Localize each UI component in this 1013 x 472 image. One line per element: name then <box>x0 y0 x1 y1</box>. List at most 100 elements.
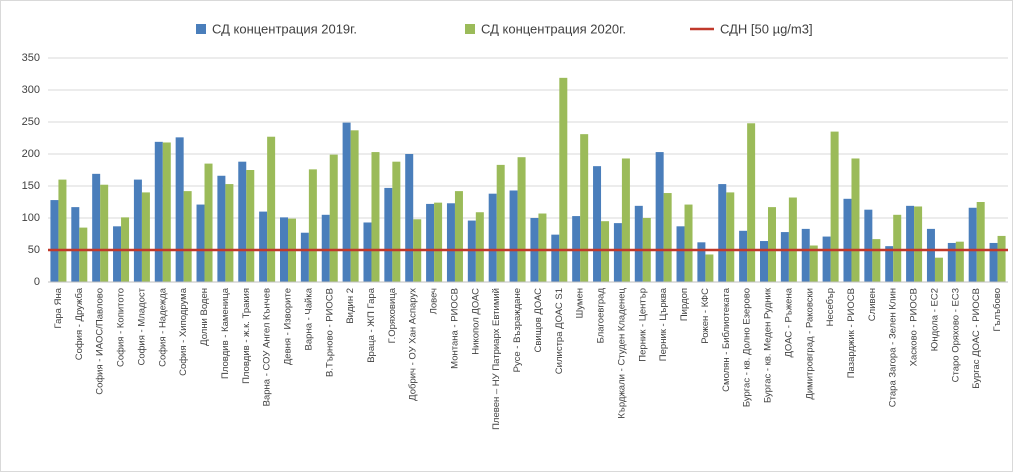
x-tick-label: Старо Оряхово - ЕС3 <box>950 288 961 382</box>
x-tick-label: София - Дружба <box>74 287 85 360</box>
bar <box>676 226 685 282</box>
x-tick-label: Монтана - РИОСВ <box>449 288 460 369</box>
bar <box>58 179 67 282</box>
x-tick-label: Бургас - кв. Меден Рудник <box>763 287 774 403</box>
x-tick-label: Пловдив - ж.к. Тракия <box>241 288 252 384</box>
x-tick-label: Силистра ДОАС S1 <box>554 288 565 374</box>
bar <box>384 187 393 282</box>
x-tick-label: София - Копитото <box>116 288 127 367</box>
bar <box>851 158 860 282</box>
bar <box>580 134 589 282</box>
x-tick-label: Пловдив - Каменица <box>220 287 231 379</box>
bar <box>100 184 109 282</box>
x-tick-label: Свищов ДОАС <box>533 288 544 353</box>
bar <box>342 122 351 282</box>
x-tick-label: София - Младост <box>136 287 147 365</box>
bar <box>872 239 881 282</box>
legend-label: СДН [50 µg/m3] <box>720 21 813 36</box>
bar <box>196 204 205 282</box>
x-tick-label: Девня - Изворите <box>283 288 294 365</box>
x-tick-label: Кърджали - Студен Кладенец <box>616 287 627 418</box>
bar <box>405 154 414 282</box>
bar <box>217 175 226 282</box>
bar <box>259 211 268 282</box>
bar <box>446 203 455 282</box>
x-tick-label: Стара Загора - Зелен Клин <box>888 288 899 407</box>
bar <box>133 179 142 282</box>
bar <box>893 214 902 282</box>
bar <box>655 152 664 282</box>
x-tick-label: Бургас ДОАС - РИОСВ <box>971 288 982 389</box>
y-tick-label: 0 <box>34 276 40 288</box>
bar <box>509 190 518 282</box>
x-tick-label: Хасково - РИОСВ <box>909 288 920 366</box>
bar <box>739 230 748 282</box>
bar <box>467 220 476 282</box>
x-tick-label: Димитровград - Раковски <box>804 288 815 400</box>
bar <box>955 241 964 282</box>
bar <box>300 232 309 282</box>
bar <box>830 131 839 282</box>
x-tick-label: Несебър <box>825 288 836 326</box>
bar <box>50 200 59 282</box>
y-tick-label: 250 <box>22 116 40 128</box>
bar <box>906 205 915 282</box>
bar <box>989 242 998 282</box>
y-tick-label: 200 <box>22 148 40 160</box>
bar <box>968 207 977 282</box>
x-tick-label: Пирдоп <box>679 288 690 321</box>
bar <box>613 223 622 282</box>
x-tick-label: Варна - СОУ Ангел Кънчев <box>262 288 273 406</box>
bar <box>454 191 463 282</box>
bar <box>559 77 568 282</box>
bar <box>726 192 735 282</box>
bar <box>238 161 247 282</box>
x-tick-label: Г.Оряховица <box>387 287 398 343</box>
bar <box>926 228 935 282</box>
bar <box>634 205 643 282</box>
bar <box>434 202 443 282</box>
bar <box>809 245 818 282</box>
bar <box>934 257 943 282</box>
x-tick-label: Никопол ДОАС <box>470 288 481 355</box>
bar <box>517 157 526 282</box>
x-tick-label: София - ИАОС/Павлово <box>95 288 106 395</box>
bar <box>246 170 255 282</box>
bar <box>79 227 88 282</box>
bar <box>141 192 150 282</box>
bar <box>154 141 163 282</box>
x-tick-label: Враца - ЖП Гара <box>366 287 377 362</box>
legend-swatch <box>465 24 475 34</box>
bar <box>538 213 547 282</box>
bar <box>267 136 276 282</box>
y-tick-label: 50 <box>28 244 40 256</box>
bar <box>329 154 338 282</box>
x-tick-label: Рожен - КФС <box>700 288 711 344</box>
legend: СД концентрация 2019г. СД концентрация 20… <box>196 21 813 36</box>
bar <box>864 209 873 282</box>
bar <box>997 235 1006 282</box>
bar <box>747 123 756 282</box>
x-tick-label: Благоевград <box>596 288 607 344</box>
bar <box>392 161 401 282</box>
bar <box>488 193 497 282</box>
bar <box>71 207 80 282</box>
bar <box>363 222 372 282</box>
bar <box>822 236 831 282</box>
bar <box>551 234 560 282</box>
bar <box>308 169 317 282</box>
x-tick-label: Смолян - Библиотеката <box>721 287 732 392</box>
bar <box>780 232 789 282</box>
x-tick-label: Плевен – НУ Патриарх Евтимий <box>491 288 502 430</box>
bar <box>705 254 714 282</box>
bar <box>175 137 184 282</box>
bar <box>601 221 610 282</box>
bar <box>947 242 956 282</box>
bar <box>760 241 768 282</box>
y-tick-label: 350 <box>22 52 40 64</box>
x-tick-label: Варна - Чайка <box>303 287 314 350</box>
bar <box>496 164 505 282</box>
x-tick-label: В.Търново - РИОСВ <box>324 288 335 377</box>
